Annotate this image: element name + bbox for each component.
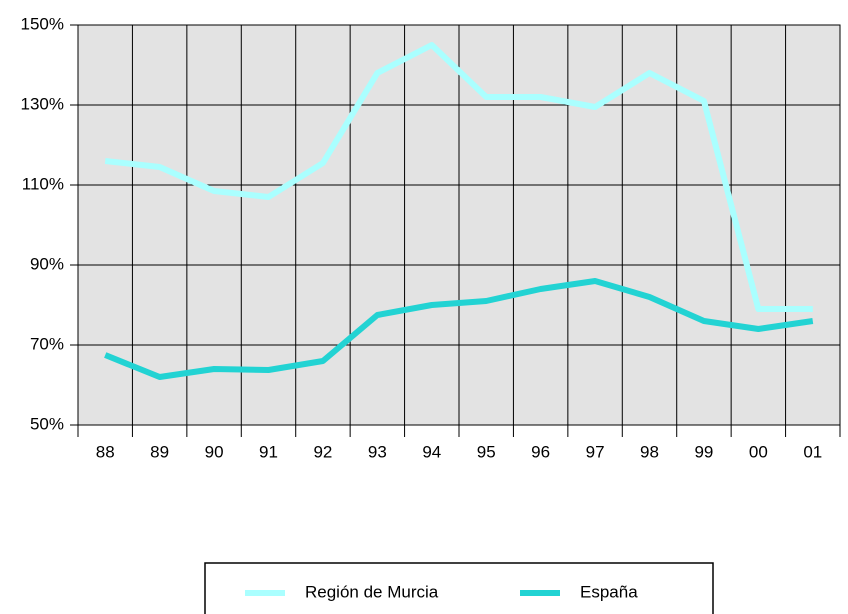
x-tick-label: 97	[586, 442, 605, 461]
x-tick-label: 93	[368, 442, 387, 461]
x-tick-label: 92	[313, 442, 332, 461]
x-tick-label: 89	[150, 442, 169, 461]
x-tick-label: 98	[640, 442, 659, 461]
x-tick-label: 91	[259, 442, 278, 461]
x-tick-label: 88	[96, 442, 115, 461]
x-tick-label: 00	[749, 442, 768, 461]
y-tick-label: 70%	[30, 334, 64, 353]
legend-label: España	[580, 582, 638, 601]
legend-box	[204, 562, 714, 614]
y-tick-label: 150%	[21, 14, 64, 33]
y-tick-label: 130%	[21, 94, 64, 113]
y-tick-label: 110%	[22, 174, 64, 193]
x-tick-label: 90	[205, 442, 224, 461]
y-tick-label: 90%	[30, 254, 64, 273]
series-line	[104, 42, 813, 312]
y-tick-label: 50%	[30, 414, 64, 433]
x-tick-label: 94	[422, 442, 441, 461]
legend-label: Región de Murcia	[305, 582, 439, 601]
x-tick-label: 96	[531, 442, 550, 461]
x-tick-label: 01	[803, 442, 822, 461]
x-tick-label: 99	[694, 442, 713, 461]
series-line	[104, 278, 814, 380]
x-tick-label: 95	[477, 442, 496, 461]
